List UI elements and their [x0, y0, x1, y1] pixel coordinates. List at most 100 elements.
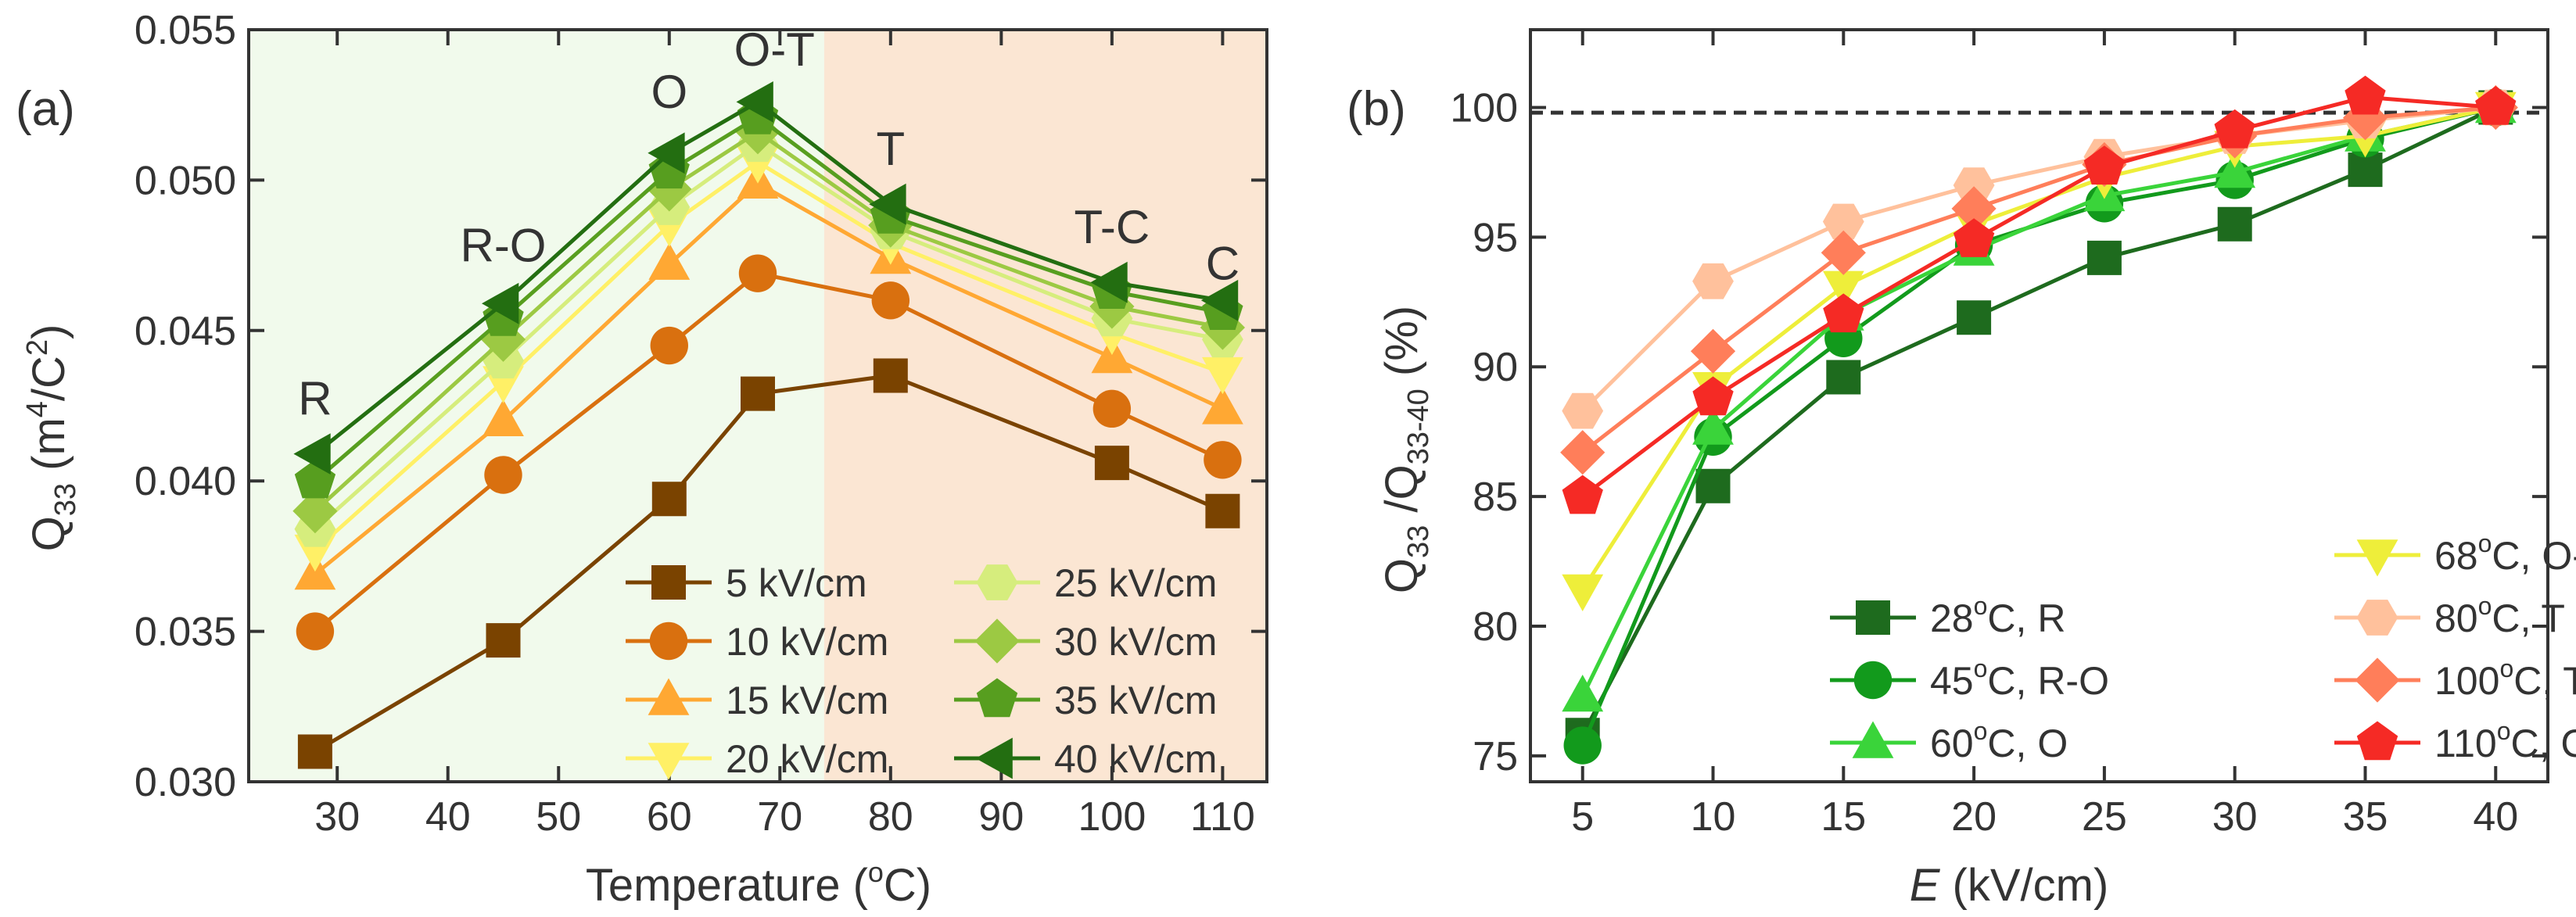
data-point [1562, 675, 1604, 712]
panel-b-axes-frame [1529, 28, 2549, 783]
panel-a-series [292, 81, 1245, 769]
y-tick-label: 0.050 [135, 158, 236, 203]
panel-a-legend: 5 kV/cm 10 kV/cm 15 kV/cm 20 kV/cm 25 kV/cm 3… [626, 561, 1217, 781]
legend-label: 35 kV/cm [1054, 679, 1217, 722]
data-point [1092, 389, 1132, 428]
data-point [297, 734, 332, 769]
data-point [1690, 328, 1736, 374]
x-tick-label: 110 [1190, 794, 1255, 840]
panel-b: 5 10 15 20 25 30 35 40 75 80 85 90 95 100 (b) E (kV/c… [1347, 28, 2576, 911]
data-point [2214, 109, 2255, 149]
x-tick-label: 80 [868, 794, 913, 840]
x-tick-label: 25 [2082, 794, 2127, 840]
data-point [1202, 356, 1243, 395]
x-tick-label: 100 [1078, 794, 1146, 840]
legend-label: 40 kV/cm [1054, 737, 1217, 781]
data-point [1562, 392, 1604, 429]
legend-item-45-c-r-o: 45oC, R-O [1830, 654, 2109, 703]
legend-item-80-c-t: 80oC, T [2334, 592, 2565, 640]
legend-marker [976, 564, 1018, 600]
x-tick-label: 30 [2212, 794, 2258, 840]
legend-marker [974, 618, 1020, 664]
legend-item-10-kv-cm: 10 kV/cm [626, 620, 888, 664]
phase-annotation: R-O [461, 219, 547, 271]
data-point [1692, 407, 1734, 445]
data-point [650, 326, 688, 365]
data-point [2345, 75, 2386, 115]
x-tick-label: 35 [2343, 794, 2388, 840]
y-tick-label: 100 [1450, 86, 1518, 131]
legend-marker [1852, 721, 1894, 758]
legend-marker [2355, 657, 2400, 703]
legend-label: 60oC, O [1930, 717, 2068, 765]
legend-item-28-c-r: 28oC, R [1830, 592, 2065, 640]
x-tick-label: 15 [1821, 794, 1866, 840]
legend-label: 68oC, O-T [2434, 529, 2576, 578]
legend-item-40-kv-cm: 40 kV/cm [954, 737, 1217, 781]
legend-label: 20 kV/cm [726, 737, 888, 781]
legend-marker [2356, 721, 2398, 761]
data-point [648, 132, 685, 174]
legend-label: 28oC, R [1930, 592, 2065, 640]
x-tick-label: 20 [1951, 794, 1997, 840]
data-point [1957, 300, 1992, 335]
y-tick-label: 75 [1473, 734, 1518, 779]
panel-b-series [1560, 75, 2518, 765]
background-region-low-temp [249, 30, 824, 782]
legend-label: 80oC, T [2434, 592, 2565, 640]
data-point [869, 183, 906, 225]
data-point [1202, 387, 1243, 424]
data-point [1822, 203, 1864, 240]
data-point [484, 456, 522, 494]
data-point [293, 433, 331, 475]
data-point [1951, 186, 1997, 231]
legend-item-30-kv-cm: 30 kV/cm [954, 618, 1217, 664]
legend-label: 110oC, C [2434, 717, 2576, 765]
data-point [2083, 145, 2126, 185]
x-tick-label: 50 [536, 794, 581, 840]
data-point [1204, 441, 1242, 479]
y-tick-label: 90 [1473, 345, 1518, 390]
legend-marker [975, 737, 1013, 779]
data-point [2348, 152, 2383, 188]
data-point [871, 281, 910, 320]
legend-item-60-c-o: 60oC, O [1830, 717, 2068, 765]
data-point [738, 254, 777, 292]
data-point [1562, 475, 1603, 514]
legend-marker [1856, 600, 1890, 635]
legend-marker [648, 743, 690, 780]
data-point [1822, 270, 1864, 308]
panel-a-x-axis-label: Temperature (oC) [586, 856, 931, 911]
legend-label: 15 kV/cm [726, 679, 888, 722]
data-point [741, 376, 775, 411]
x-tick-label: 5 [1571, 794, 1594, 840]
series-110-c-c [1562, 75, 2517, 514]
series-line [1580, 106, 2496, 697]
data-point [1695, 468, 1731, 503]
legend-item-110-c-c: 110oC, C [2334, 717, 2576, 765]
data-point [873, 358, 908, 393]
legend-label: 25 kV/cm [1054, 561, 1217, 605]
y-tick-label: 80 [1473, 604, 1518, 650]
y-tick-label: 85 [1473, 475, 1518, 520]
data-point [1205, 493, 1240, 528]
x-tick-label: 10 [1691, 794, 1736, 840]
phase-annotation: O [651, 66, 687, 118]
legend-label: 30 kV/cm [1054, 620, 1217, 664]
x-tick-label: 90 [978, 794, 1024, 840]
x-tick-label: 70 [757, 794, 802, 840]
series-line [1581, 95, 2496, 499]
data-point [1692, 376, 1734, 416]
series-line [1580, 106, 2496, 413]
data-point [1821, 230, 1866, 275]
y-tick-label: 0.030 [135, 760, 236, 805]
data-point [1094, 446, 1129, 481]
series-5-kv-cm [297, 358, 1240, 769]
panel-b-x-axis-label: E (kV/cm) [1910, 860, 2109, 911]
data-point [292, 489, 338, 534]
data-point [1692, 263, 1734, 299]
legend-item-20-kv-cm: 20 kV/cm [626, 737, 888, 781]
legend-item-5-kv-cm: 5 kV/cm [626, 561, 867, 605]
legend-item-25-kv-cm: 25 kV/cm [954, 561, 1217, 605]
series-10-kv-cm [296, 254, 1242, 650]
